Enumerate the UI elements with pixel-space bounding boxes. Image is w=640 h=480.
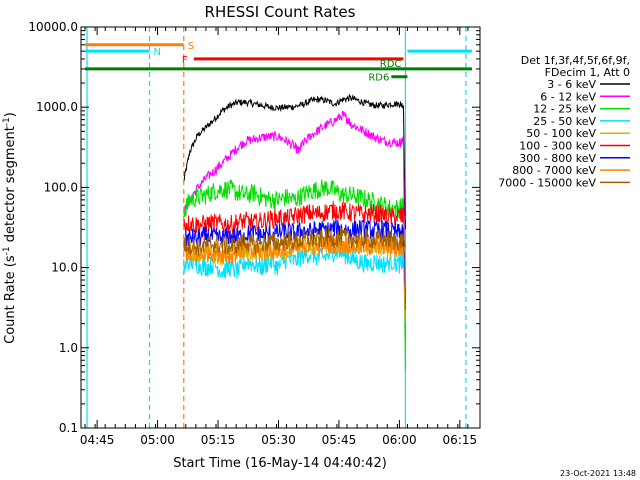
y-tick-label: 10.0 xyxy=(51,261,78,275)
series-line xyxy=(183,110,406,342)
x-tick-label: 06:15 xyxy=(443,433,478,447)
legend: Det 1f,3f,4f,5f,6f,9f,FDecim 1, Att 03 -… xyxy=(498,54,630,189)
flag-label: RD6 xyxy=(368,73,389,84)
series-line xyxy=(183,179,406,372)
flag-label: N xyxy=(154,47,161,58)
legend-entry-label: 100 - 300 keV xyxy=(519,140,596,153)
plot-frame xyxy=(80,26,481,429)
y-axis-title-sup: -1 xyxy=(2,246,12,255)
series-line xyxy=(183,244,406,279)
x-tick-label: 04:45 xyxy=(80,433,115,447)
legend-header-line: Det 1f,3f,4f,5f,6f,9f, xyxy=(521,54,630,67)
series-lines xyxy=(183,93,406,372)
legend-entry-label: 12 - 25 keV xyxy=(533,103,596,116)
x-axis-title: Start Time (16-May-14 04:40:42) xyxy=(173,456,387,471)
legend-entry-label: 7000 - 15000 keV xyxy=(498,176,596,189)
series-line xyxy=(183,217,406,310)
y-tick-label: 1.0 xyxy=(59,341,78,355)
legend-entry-label: 50 - 100 keV xyxy=(526,127,596,140)
y-axis-title-tail: detector segment xyxy=(3,126,18,246)
y-tick-label: 1000.0 xyxy=(36,100,78,114)
footer-timestamp: 23-Oct-2021 13:48 xyxy=(560,469,636,478)
y-axis-title-main: Count Rate (s xyxy=(3,255,18,344)
series-line xyxy=(183,93,406,230)
x-tick-label: 05:15 xyxy=(201,433,236,447)
y-tick-label: 0.1 xyxy=(59,421,78,435)
y-axis-title-close: ) xyxy=(3,112,18,117)
legend-entry-label: 6 - 12 keV xyxy=(540,90,596,103)
x-tick-label: 05:30 xyxy=(261,433,296,447)
y-axis-title-sup2: -1 xyxy=(2,117,12,126)
x-tick-label: 06:00 xyxy=(382,433,417,447)
legend-entry-label: 25 - 50 keV xyxy=(533,115,596,128)
series-line xyxy=(183,201,406,236)
series-line xyxy=(183,227,406,256)
y-tick-label: 10000.0 xyxy=(28,20,78,34)
flag-label: F xyxy=(182,55,188,66)
flag-bars: S N F RDC RD6 xyxy=(85,41,472,84)
chart-title: RHESSI Count Rates xyxy=(205,3,356,21)
axes: 0.1 1.0 10.0 100.0 1000.0 10000.0 04:45 05:00 05… xyxy=(28,20,481,447)
flag-label: S xyxy=(188,41,194,52)
y-tick-label: 100.0 xyxy=(44,180,78,194)
legend-entry-label: 300 - 800 keV xyxy=(519,152,596,165)
legend-entry-label: 800 - 7000 keV xyxy=(512,164,596,177)
legend-header-line: FDecim 1, Att 0 xyxy=(545,66,630,79)
x-tick-label: 05:45 xyxy=(322,433,357,447)
series-line xyxy=(183,235,406,324)
x-tick-label: 05:00 xyxy=(140,433,175,447)
legend-entry-label: 3 - 6 keV xyxy=(547,78,596,91)
flag-label: RDC xyxy=(380,59,402,70)
y-axis-title: Count Rate (s-1 detector segment-1) xyxy=(2,112,18,344)
